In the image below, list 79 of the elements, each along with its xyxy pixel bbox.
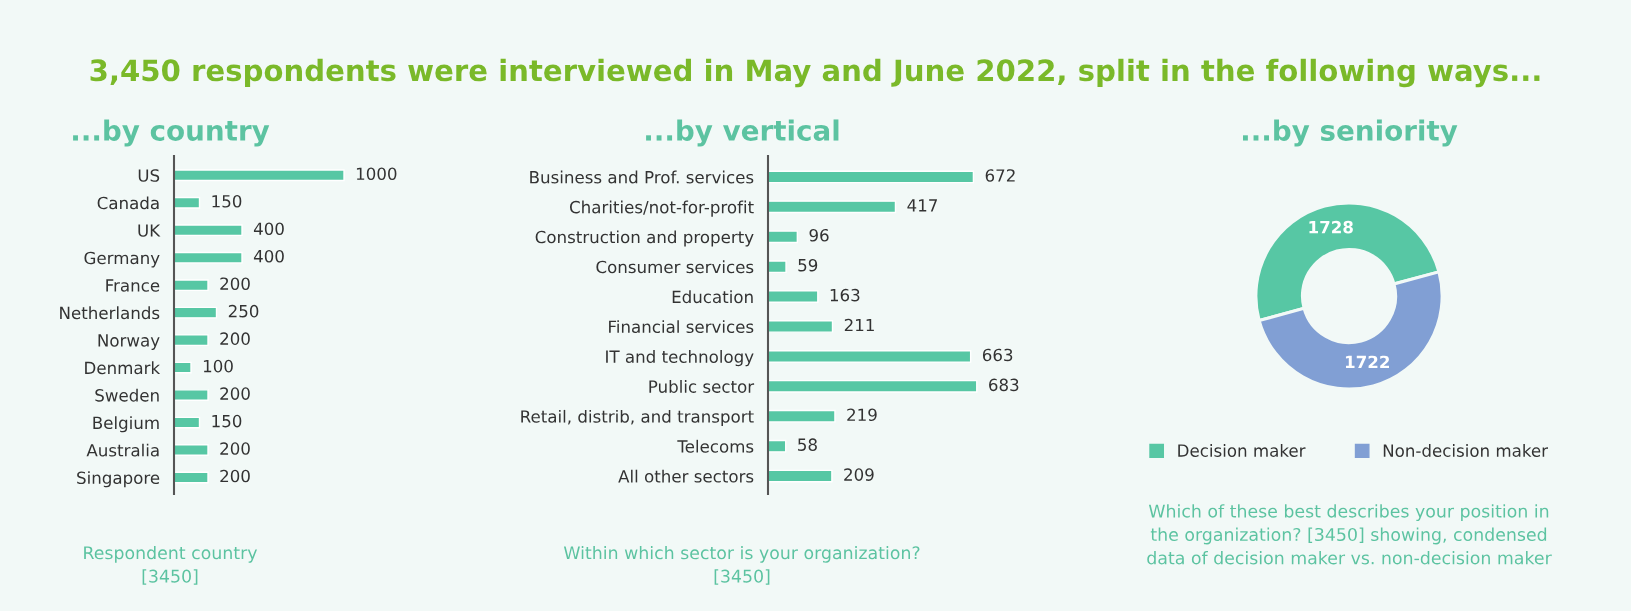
chart-title: ...by seniority bbox=[1243, 119, 1458, 147]
bar bbox=[768, 260, 787, 274]
bar bbox=[768, 439, 787, 453]
bar bbox=[174, 196, 201, 209]
bar bbox=[768, 379, 978, 393]
bar bbox=[174, 334, 209, 347]
chart-title: ...by country bbox=[73, 119, 270, 147]
data-label: 163 bbox=[830, 288, 860, 302]
data-label: 200 bbox=[220, 332, 250, 345]
y-tick-label: Telecoms bbox=[677, 439, 754, 453]
bar bbox=[174, 389, 209, 401]
data-label: 250 bbox=[228, 304, 259, 318]
y-tick-label: Charities/not-for-profit bbox=[569, 200, 754, 217]
y-tick-label: Canada bbox=[97, 196, 159, 210]
bar bbox=[768, 469, 833, 483]
text: Respondent country [3450] bbox=[84, 545, 258, 585]
y-tick-label: Denmark bbox=[85, 361, 161, 375]
data-label: 209 bbox=[844, 468, 874, 481]
bar bbox=[768, 350, 972, 363]
bar bbox=[768, 200, 897, 214]
y-tick-label: Public sector bbox=[649, 379, 755, 393]
y-tick-label: Retail, distrib, and transport bbox=[521, 409, 754, 427]
y-tick-label: Education bbox=[672, 290, 753, 304]
text: Which of these best describes your position in the organization? [3450] showing, condensed data of decision maker vs. non-decision maker bbox=[1147, 504, 1552, 565]
data-label: 200 bbox=[220, 277, 250, 290]
y-tick-label: Australia bbox=[86, 443, 159, 457]
data-label: 672 bbox=[985, 169, 1015, 182]
y-tick-label: Financial services bbox=[609, 320, 754, 334]
bar bbox=[768, 230, 799, 244]
data-label: 150 bbox=[212, 194, 242, 208]
bar bbox=[174, 224, 243, 237]
y-tick-label: US bbox=[138, 169, 160, 182]
y-tick-label: Netherlands bbox=[60, 306, 160, 320]
bar bbox=[174, 251, 243, 264]
bar bbox=[174, 169, 345, 182]
text: Within which sector is your organization? [3450] bbox=[563, 545, 920, 585]
y-tick-label: All other sectors bbox=[618, 469, 754, 483]
data-label: 219 bbox=[847, 408, 877, 422]
data-label: 417 bbox=[907, 199, 937, 212]
bar bbox=[174, 444, 209, 456]
data-label: 683 bbox=[989, 378, 1019, 392]
y-tick-label: Singapore bbox=[77, 471, 160, 488]
data-label: 663 bbox=[982, 348, 1013, 362]
bar bbox=[174, 471, 209, 484]
data-label: 1728 bbox=[1309, 220, 1353, 234]
data-label: 200 bbox=[220, 469, 250, 483]
bar bbox=[768, 170, 975, 184]
y-tick-label: Construction and property bbox=[535, 230, 754, 247]
bar bbox=[174, 279, 209, 292]
y-tick-label: France bbox=[106, 279, 160, 292]
y-tick-label: Germany bbox=[84, 251, 160, 268]
data-label: 400 bbox=[253, 222, 284, 236]
data-label: 211 bbox=[844, 318, 874, 332]
data-label: 400 bbox=[253, 249, 284, 263]
bar bbox=[768, 409, 836, 423]
bar bbox=[174, 306, 218, 319]
data-label: 96 bbox=[809, 228, 829, 242]
data-label: 150 bbox=[212, 414, 242, 428]
bar bbox=[174, 361, 192, 374]
y-tick-label: Consumer services bbox=[596, 260, 754, 274]
data-label: 58 bbox=[798, 438, 817, 451]
y-tick-label: Sweden bbox=[95, 388, 159, 402]
text: 3,450 respondents were interviewed in May and June 2022, split in the following ways... bbox=[90, 58, 1540, 88]
bar bbox=[768, 320, 834, 333]
legend-label: Non-decision maker bbox=[1383, 444, 1549, 457]
y-tick-label: Norway bbox=[98, 334, 160, 350]
data-label: 59 bbox=[798, 258, 818, 272]
y-tick-label: UK bbox=[138, 224, 161, 237]
data-label: 200 bbox=[220, 442, 250, 455]
data-label: 1722 bbox=[1345, 355, 1390, 369]
y-tick-label: IT and technology bbox=[606, 350, 754, 367]
y-tick-label: Business and Prof. services bbox=[530, 170, 754, 184]
y-tick-label: Belgium bbox=[93, 416, 159, 433]
data-label: 200 bbox=[220, 387, 250, 400]
data-label: 1000 bbox=[356, 167, 397, 181]
bar bbox=[768, 290, 819, 303]
data-label: 100 bbox=[203, 359, 233, 373]
chart-title: ...by vertical bbox=[646, 119, 839, 147]
legend-label: Decision maker bbox=[1178, 444, 1306, 457]
